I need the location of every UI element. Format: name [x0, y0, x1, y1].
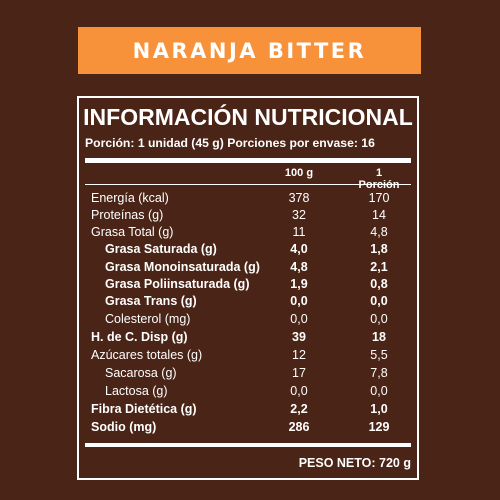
nutrient-name: Grasa Trans (g) — [105, 294, 197, 308]
nutrient-row-lactose: Lactosa (g) 0,0 0,0 — [79, 384, 417, 401]
value-per-100g: 0,0 — [290, 294, 308, 308]
nutrient-name: Fibra Dietética (g) — [91, 402, 197, 416]
nutrient-name: Energía (kcal) — [91, 191, 169, 205]
nutrient-name: Lactosa (g) — [105, 384, 168, 398]
nutrient-name: Sacarosa (g) — [105, 366, 177, 380]
value-per-portion: 0,8 — [370, 277, 388, 291]
value-per-100g: 32 — [292, 208, 306, 222]
value-per-portion: 129 — [368, 420, 390, 434]
nutrient-name: Grasa Saturada (g) — [105, 242, 217, 256]
product-name: NARANJA BITTER — [132, 38, 367, 63]
value-per-portion: 18 — [372, 330, 386, 344]
value-per-portion: 5,5 — [370, 348, 388, 362]
portion-info: Porción: 1 unidad (45 g) Porciones por e… — [85, 136, 375, 150]
value-per-100g: 39 — [292, 330, 306, 344]
value-per-100g: 4,0 — [290, 242, 308, 256]
nutrient-row-sodium: Sodio (mg) 286 129 — [79, 420, 417, 437]
panel-title: INFORMACIÓN NUTRICIONAL — [83, 104, 413, 130]
value-per-100g: 11 — [292, 225, 306, 239]
nutrient-row-protein: Proteínas (g) 32 14 — [79, 208, 417, 225]
value-per-100g: 2,2 — [290, 402, 308, 416]
value-per-100g: 17 — [292, 366, 306, 380]
value-per-100g: 1,9 — [290, 277, 308, 291]
nutrient-row-cholesterol: Colesterol (mg) 0,0 0,0 — [79, 312, 417, 329]
nutrient-name: Azúcares totales (g) — [91, 348, 203, 362]
column-header-100g: 100 g — [284, 167, 314, 179]
value-per-100g: 0,0 — [290, 384, 308, 398]
value-per-portion: 2,1 — [370, 260, 388, 274]
nutrient-row-saturated-fat: Grasa Saturada (g) 4,0 1,8 — [79, 242, 417, 259]
nutrient-row-total-sugars: Azúcares totales (g) 12 5,5 — [79, 348, 417, 365]
value-per-portion: 7,8 — [370, 366, 388, 380]
value-per-portion: 0,0 — [370, 294, 388, 308]
nutrient-row-dietary-fiber: Fibra Dietética (g) 2,2 1,0 — [79, 402, 417, 419]
nutrient-row-sucrose: Sacarosa (g) 17 7,8 — [79, 366, 417, 383]
nutrient-name: Grasa Monoinsaturada (g) — [105, 260, 260, 274]
product-banner: NARANJA BITTER — [78, 27, 421, 74]
column-header-portion: 1 Porción — [358, 167, 400, 191]
thick-rule — [85, 158, 411, 163]
value-per-100g: 4,8 — [290, 260, 308, 274]
nutrient-row-energy: Energía (kcal) 378 170 — [79, 191, 417, 208]
footer-rule — [85, 443, 411, 447]
value-per-portion: 0,0 — [370, 384, 388, 398]
net-weight: PESO NETO: 720 g — [298, 456, 411, 470]
nutrient-row-monounsaturated-fat: Grasa Monoinsaturada (g) 4,8 2,1 — [79, 260, 417, 277]
value-per-portion: 1,8 — [370, 242, 388, 256]
nutrient-row-polyunsaturated-fat: Grasa Poliinsaturada (g) 1,9 0,8 — [79, 277, 417, 294]
nutrition-facts-panel: INFORMACIÓN NUTRICIONAL Porción: 1 unida… — [77, 96, 419, 480]
value-per-portion: 0,0 — [370, 312, 388, 326]
nutrient-name: Sodio (mg) — [91, 420, 157, 434]
nutrient-name: Colesterol (mg) — [105, 312, 191, 326]
value-per-portion: 14 — [372, 208, 386, 222]
nutrient-name: Grasa Total (g) — [91, 225, 174, 239]
value-per-100g: 12 — [292, 348, 306, 362]
value-per-100g: 378 — [288, 191, 310, 205]
nutrient-name: Grasa Poliinsaturada (g) — [105, 277, 250, 291]
nutrient-row-trans-fat: Grasa Trans (g) 0,0 0,0 — [79, 294, 417, 311]
nutrient-name: H. de C. Disp (g) — [91, 330, 188, 344]
nutrient-name: Proteínas (g) — [91, 208, 164, 222]
nutrient-row-carbohydrates: H. de C. Disp (g) 39 18 — [79, 330, 417, 347]
nutrient-row-total-fat: Grasa Total (g) 11 4,8 — [79, 225, 417, 242]
value-per-100g: 0,0 — [290, 312, 308, 326]
value-per-portion: 170 — [368, 191, 390, 205]
value-per-portion: 1,0 — [370, 402, 388, 416]
value-per-portion: 4,8 — [370, 225, 388, 239]
header-rule — [85, 184, 411, 185]
value-per-100g: 286 — [288, 420, 310, 434]
